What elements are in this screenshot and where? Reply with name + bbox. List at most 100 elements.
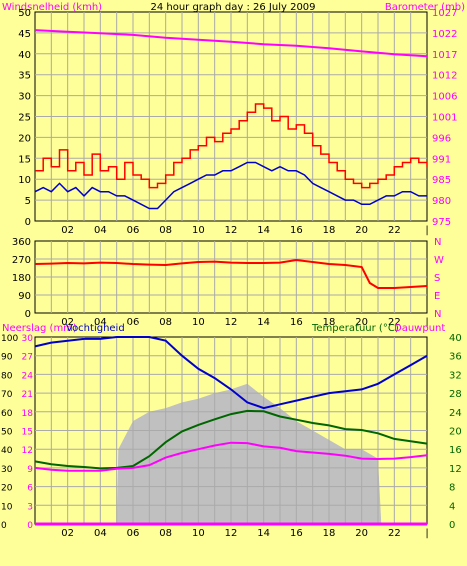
humidity-y-tick-label: 100 bbox=[1, 334, 18, 344]
barometer-y-tick-label: 975 bbox=[432, 217, 451, 228]
direction-y-tick-label: 90 bbox=[18, 291, 31, 302]
x-tick-label-1: 20 bbox=[355, 225, 368, 236]
rain-y-tick-label: 0 bbox=[27, 521, 33, 531]
direction-y-tick-label: 0 bbox=[25, 309, 31, 320]
x-tick-label-2: 02 bbox=[61, 317, 74, 328]
x-tick-label-2: | bbox=[425, 317, 428, 328]
rain-y-tick-label: 15 bbox=[22, 428, 33, 438]
wind-y-tick-label: 40 bbox=[18, 50, 31, 61]
barometer-y-tick-label: 1001 bbox=[432, 113, 457, 124]
wind-series-line bbox=[34, 161, 427, 210]
temperature-y-tick-label: 0 bbox=[449, 520, 455, 531]
barometer-y-tick-label: 1006 bbox=[432, 92, 457, 103]
x-tick-label-3: | bbox=[425, 528, 428, 539]
humidity-y-tick-label: 90 bbox=[1, 353, 13, 363]
humidity-y-tick-label: 20 bbox=[1, 484, 13, 494]
wind-y-tick-label: 15 bbox=[18, 154, 31, 165]
rain-y-tick-label: 24 bbox=[22, 371, 34, 381]
barometer-y-tick-label: 1012 bbox=[432, 71, 457, 82]
temperature-series-line bbox=[34, 409, 428, 470]
humidity-y-tick-label: 10 bbox=[1, 502, 13, 512]
x-tick-label-1: 10 bbox=[192, 225, 205, 236]
x-tick-label-3: 08 bbox=[159, 528, 172, 539]
wind-y-tick-label: 0 bbox=[25, 217, 31, 228]
rain-y-tick-label: 9 bbox=[27, 465, 33, 475]
humidity-y-tick-label: 40 bbox=[1, 446, 13, 456]
rain-y-tick-label: 12 bbox=[22, 446, 33, 456]
rain-y-tick-label: 3 bbox=[27, 502, 33, 512]
x-tick-label-2: 18 bbox=[323, 317, 336, 328]
barometer-y-tick-label: 1027 bbox=[432, 8, 457, 19]
temperature-y-tick-label: 20 bbox=[449, 427, 462, 438]
x-tick-label-2: 16 bbox=[290, 317, 303, 328]
temperature-y-tick-label: 32 bbox=[449, 370, 462, 381]
rain-y-tick-label: 18 bbox=[22, 409, 34, 419]
wind-y-tick-label: 50 bbox=[18, 8, 31, 19]
humidity-y-tick-label: 30 bbox=[1, 465, 13, 475]
wind-y-tick-label: 45 bbox=[18, 29, 31, 40]
x-tick-label-1: 06 bbox=[127, 225, 140, 236]
x-tick-label-1: 22 bbox=[388, 225, 401, 236]
x-tick-label-1: 04 bbox=[94, 225, 107, 236]
temperature-axis-title: Temperatuur (°C) bbox=[311, 323, 399, 334]
barometer-y-tick-label: 996 bbox=[432, 133, 451, 144]
direction-y-tick-label: 180 bbox=[12, 273, 31, 284]
rain-y-tick-label: 30 bbox=[22, 334, 34, 344]
x-tick-label-3: 06 bbox=[127, 528, 140, 539]
temperature-y-tick-label: 16 bbox=[449, 445, 462, 456]
x-tick-label-2: 14 bbox=[257, 317, 270, 328]
barometer-y-tick-label: 1017 bbox=[432, 50, 457, 61]
gust-series-line bbox=[35, 103, 428, 189]
humidity-axis-title: Vochtigheid bbox=[66, 323, 125, 334]
wind-direction-series-line bbox=[34, 258, 428, 289]
compass-label: S bbox=[434, 273, 440, 284]
x-tick-label-3: 14 bbox=[257, 528, 270, 539]
wind-y-tick-label: 20 bbox=[18, 133, 31, 144]
x-tick-label-1: 18 bbox=[323, 225, 336, 236]
x-tick-label-3: 16 bbox=[290, 528, 303, 539]
x-tick-label-1: 12 bbox=[225, 225, 238, 236]
compass-label: W bbox=[434, 255, 444, 266]
x-tick-label-3: 18 bbox=[323, 528, 336, 539]
x-tick-label-2: 12 bbox=[225, 317, 238, 328]
rain-y-tick-label: 27 bbox=[22, 353, 33, 363]
wind-y-tick-label: 10 bbox=[18, 175, 31, 186]
x-tick-label-2: 20 bbox=[355, 317, 368, 328]
wind-y-tick-label: 5 bbox=[25, 196, 31, 207]
wind-y-tick-label: 35 bbox=[18, 71, 31, 82]
rain-axis-title: Neerslag (mm) bbox=[2, 323, 77, 334]
dewpoint-axis-title: Dauwpunt bbox=[394, 323, 445, 334]
chart-title: 24 hour graph day : 26 July 2009 bbox=[150, 2, 315, 13]
x-tick-label-1: 08 bbox=[159, 225, 172, 236]
compass-label: N bbox=[434, 309, 441, 320]
temperature-y-tick-label: 12 bbox=[449, 464, 462, 475]
rain-y-tick-label: 21 bbox=[22, 390, 33, 400]
wind-y-tick-label: 25 bbox=[18, 113, 31, 124]
compass-label: E bbox=[434, 291, 440, 302]
barometer-y-tick-label: 1022 bbox=[432, 29, 457, 40]
temperature-y-tick-label: 24 bbox=[449, 408, 462, 419]
x-tick-label-3: 10 bbox=[192, 528, 205, 539]
x-tick-label-1: | bbox=[425, 225, 428, 236]
compass-label: N bbox=[434, 237, 441, 248]
barometer-y-tick-label: 985 bbox=[432, 175, 451, 186]
uv-axis-title: UV bbox=[243, 323, 257, 334]
barometer-series-line bbox=[34, 29, 428, 58]
humidity-y-tick-label: 70 bbox=[1, 390, 13, 400]
temperature-y-tick-label: 28 bbox=[449, 389, 462, 400]
x-tick-label-3: 12 bbox=[225, 528, 238, 539]
x-tick-label-2: 08 bbox=[159, 317, 172, 328]
x-tick-label-3: 20 bbox=[355, 528, 368, 539]
temperature-y-tick-label: 40 bbox=[449, 333, 462, 344]
wind-axis-title: Windsnelheid (kmh) bbox=[2, 2, 102, 13]
x-tick-label-2: 06 bbox=[127, 317, 140, 328]
x-tick-label-2: 04 bbox=[94, 317, 107, 328]
direction-y-tick-label: 360 bbox=[12, 237, 31, 248]
dewpoint-series-line bbox=[34, 441, 428, 472]
humidity-y-tick-label: 80 bbox=[1, 371, 13, 381]
temperature-y-tick-label: 36 bbox=[449, 352, 462, 363]
humidity-y-tick-label: 60 bbox=[1, 409, 13, 419]
x-tick-label-3: 22 bbox=[388, 528, 401, 539]
